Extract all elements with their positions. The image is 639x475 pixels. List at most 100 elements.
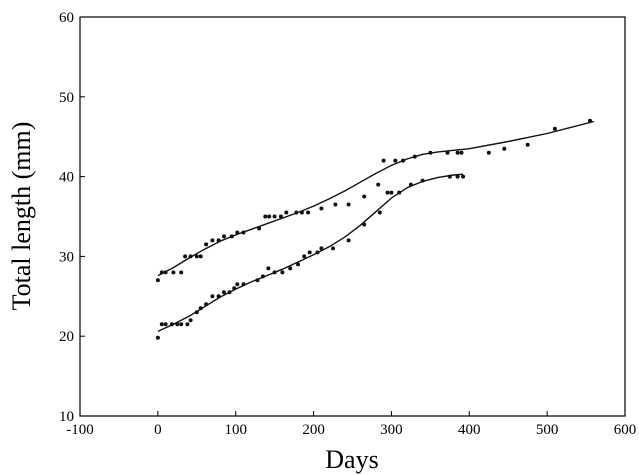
data-point	[266, 266, 271, 271]
y-tick-label: 60	[59, 10, 74, 26]
data-point	[159, 270, 164, 275]
y-tick-label: 20	[59, 329, 74, 345]
x-axis-title: Days	[325, 445, 378, 474]
data-point	[306, 210, 311, 215]
data-point	[362, 194, 367, 199]
data-point	[486, 150, 491, 155]
data-point	[188, 254, 193, 259]
data-point	[210, 294, 215, 299]
plot-area-frame	[79, 16, 626, 417]
data-point	[393, 158, 398, 163]
data-point	[235, 282, 240, 287]
data-point	[194, 254, 199, 259]
data-point	[267, 214, 272, 219]
data-point	[198, 254, 203, 259]
data-point	[362, 222, 367, 227]
data-point	[284, 210, 289, 215]
data-point	[272, 214, 277, 219]
data-point	[263, 214, 268, 219]
data-point	[333, 202, 338, 207]
data-point	[319, 246, 324, 251]
data-point	[188, 318, 193, 323]
data-point	[376, 182, 381, 187]
data-point	[198, 306, 203, 311]
data-point	[408, 182, 413, 187]
data-point	[272, 270, 277, 275]
data-point	[455, 150, 460, 155]
data-point	[288, 266, 293, 271]
data-point	[179, 270, 184, 275]
data-point	[241, 282, 246, 287]
data-point	[377, 210, 382, 215]
data-points	[155, 118, 592, 340]
data-point	[222, 290, 226, 295]
data-point	[216, 238, 221, 243]
data-point	[401, 158, 406, 163]
data-point	[588, 118, 592, 123]
data-point	[294, 210, 299, 215]
data-point	[307, 250, 312, 255]
y-tick-label: 10	[59, 409, 74, 425]
data-point	[346, 202, 351, 207]
data-point	[159, 322, 164, 327]
data-point	[171, 270, 176, 275]
data-point	[455, 174, 460, 179]
data-point	[216, 294, 221, 299]
data-point	[397, 190, 402, 195]
data-point	[229, 234, 234, 239]
data-point	[280, 270, 285, 275]
data-point	[241, 230, 246, 235]
data-point	[552, 126, 557, 131]
data-point	[381, 158, 386, 163]
data-point	[385, 190, 390, 195]
data-point	[204, 242, 209, 247]
data-point	[331, 246, 335, 251]
data-point	[232, 286, 237, 291]
data-point	[315, 250, 320, 255]
data-point	[163, 270, 168, 275]
data-point	[210, 238, 215, 243]
data-point	[155, 335, 160, 340]
data-point	[261, 274, 265, 279]
fit-curve-1	[157, 120, 595, 277]
data-point	[257, 226, 262, 231]
data-point	[227, 290, 232, 295]
data-point	[296, 262, 300, 267]
data-point	[222, 234, 226, 239]
data-point	[459, 150, 464, 155]
y-tick-label: 30	[59, 249, 74, 265]
x-tick-label: 0	[154, 422, 162, 438]
data-point	[319, 206, 324, 211]
x-tick-label: -100	[66, 422, 94, 438]
data-point	[502, 146, 507, 151]
x-axis-ticks: -100 0 100 200 300 400 500 600	[66, 411, 636, 438]
x-tick-label: 300	[380, 422, 403, 438]
data-point	[235, 230, 240, 235]
data-point	[278, 214, 283, 219]
data-point	[299, 210, 304, 215]
data-point	[163, 322, 168, 327]
x-tick-label: 200	[302, 422, 325, 438]
x-tick-label: 100	[224, 422, 247, 438]
data-point	[302, 254, 307, 259]
data-point	[194, 310, 199, 315]
y-axis-title: Total length (mm)	[7, 122, 36, 311]
fit-curve-2	[157, 173, 464, 333]
data-point	[346, 238, 351, 243]
data-point	[525, 142, 530, 147]
data-point	[204, 302, 209, 307]
y-axis-ticks: 10 20 30 40 50 60	[59, 10, 85, 425]
data-point	[169, 322, 174, 327]
data-point	[412, 154, 417, 159]
x-tick-label: 400	[458, 422, 481, 438]
x-tick-label: 500	[536, 422, 559, 438]
y-tick-label: 50	[59, 90, 74, 106]
data-point	[428, 150, 433, 155]
data-point	[255, 278, 260, 283]
data-point	[175, 322, 180, 327]
data-point	[183, 254, 188, 259]
data-point	[447, 174, 452, 179]
data-point	[445, 150, 450, 155]
x-tick-label: 600	[614, 422, 637, 438]
